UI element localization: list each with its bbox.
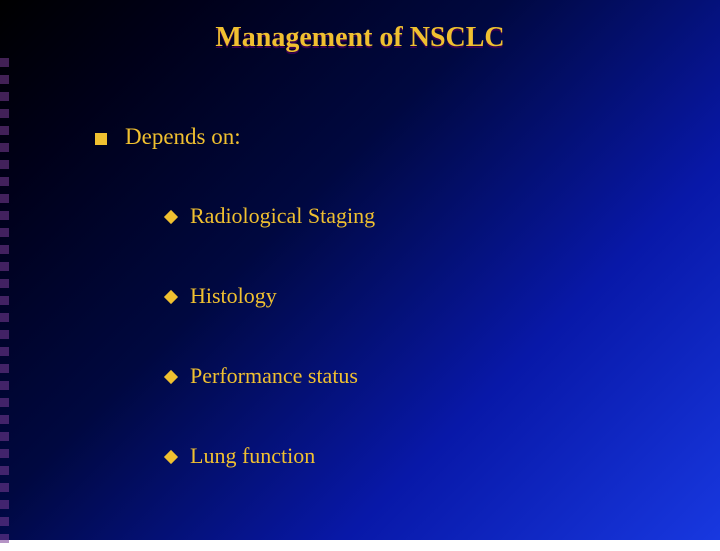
edge-square bbox=[0, 92, 9, 101]
diamond-bullet-icon bbox=[164, 290, 178, 304]
edge-square bbox=[0, 143, 9, 152]
edge-square bbox=[0, 160, 9, 169]
slide: Management of NSCLC Management of NSCLC … bbox=[0, 0, 720, 540]
edge-square bbox=[0, 58, 9, 67]
edge-square bbox=[0, 177, 9, 186]
level2-text: Radiological Staging bbox=[190, 203, 375, 229]
square-bullet-icon bbox=[95, 133, 107, 145]
diamond-bullet-icon bbox=[164, 210, 178, 224]
edge-square bbox=[0, 364, 9, 373]
edge-square bbox=[0, 228, 9, 237]
edge-square bbox=[0, 75, 9, 84]
edge-square bbox=[0, 500, 9, 509]
edge-square bbox=[0, 211, 9, 220]
edge-square bbox=[0, 347, 9, 356]
edge-square bbox=[0, 313, 9, 322]
edge-square bbox=[0, 517, 9, 526]
edge-square bbox=[0, 534, 9, 543]
edge-square bbox=[0, 245, 9, 254]
edge-square bbox=[0, 466, 9, 475]
slide-title: Management of NSCLC Management of NSCLC bbox=[0, 22, 720, 54]
edge-square bbox=[0, 449, 9, 458]
edge-square bbox=[0, 126, 9, 135]
edge-square bbox=[0, 432, 9, 441]
level2-text: Histology bbox=[190, 283, 277, 309]
level1-text: Depends on: bbox=[125, 124, 241, 150]
edge-square bbox=[0, 279, 9, 288]
edge-square bbox=[0, 330, 9, 339]
edge-square bbox=[0, 483, 9, 492]
level2-text: Lung function bbox=[190, 443, 315, 469]
edge-square bbox=[0, 194, 9, 203]
edge-square bbox=[0, 381, 9, 390]
bullet-level1: Depends on: bbox=[95, 124, 241, 150]
title-text: Management of NSCLC bbox=[0, 22, 720, 54]
edge-square bbox=[0, 296, 9, 305]
edge-square bbox=[0, 109, 9, 118]
edge-square bbox=[0, 398, 9, 407]
level2-text: Performance status bbox=[190, 363, 358, 389]
edge-square bbox=[0, 415, 9, 424]
bullet-level2: Histology bbox=[166, 283, 277, 309]
edge-square bbox=[0, 262, 9, 271]
diamond-bullet-icon bbox=[164, 370, 178, 384]
bullet-level2: Performance status bbox=[166, 363, 358, 389]
diamond-bullet-icon bbox=[164, 450, 178, 464]
bullet-level2: Radiological Staging bbox=[166, 203, 375, 229]
bullet-level2: Lung function bbox=[166, 443, 315, 469]
decorative-edge-squares bbox=[0, 58, 10, 551]
